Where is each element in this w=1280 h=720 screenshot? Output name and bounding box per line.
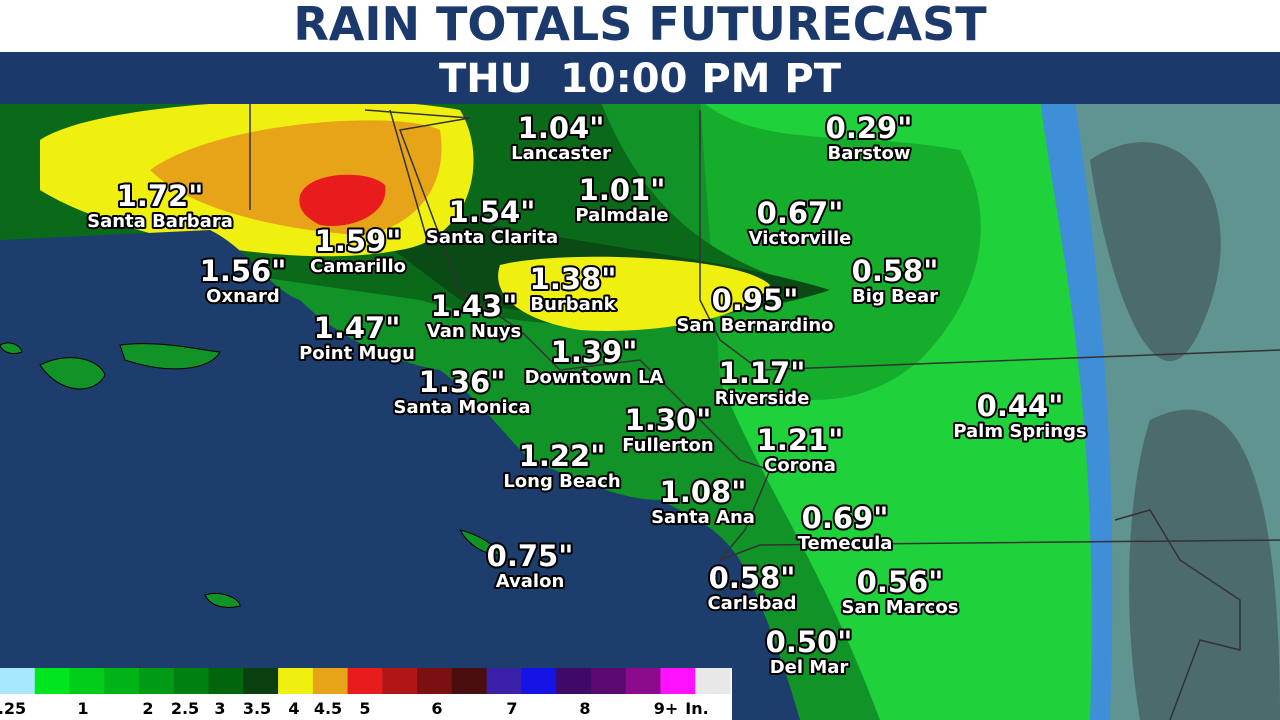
city-name: Del Mar xyxy=(770,657,849,678)
legend-label: .25 xyxy=(0,699,26,718)
legend-label: 2.5 xyxy=(171,699,199,718)
rain-total: 1.36" xyxy=(419,365,506,399)
legend-label: In. xyxy=(685,699,708,718)
city-name: Victorville xyxy=(749,228,852,249)
city-name: Corona xyxy=(764,455,836,476)
rain-total: 0.50" xyxy=(766,625,853,659)
legend-swatch xyxy=(695,668,731,694)
legend-label: 7 xyxy=(506,699,517,718)
rain-total: 0.58" xyxy=(709,561,796,595)
city-name: Van Nuys xyxy=(427,321,522,342)
city-name: Santa Clarita xyxy=(426,227,558,248)
rain-total: 1.08" xyxy=(660,475,747,509)
legend-label: 2 xyxy=(142,699,153,718)
rain-total: 0.58" xyxy=(852,254,939,288)
legend-label: 4 xyxy=(288,699,299,718)
rain-total: 1.04" xyxy=(518,111,605,145)
rain-total: 1.47" xyxy=(314,311,401,345)
city-name: Camarillo xyxy=(310,256,406,277)
legend-swatch xyxy=(660,668,696,694)
legend-swatch xyxy=(104,668,140,694)
subtitle-bar xyxy=(0,52,1280,104)
legend-label: 3.5 xyxy=(243,699,271,718)
rain-total: 1.72" xyxy=(117,179,204,213)
city-name: Avalon xyxy=(496,571,565,592)
map-background xyxy=(0,100,1280,720)
rain-total: 1.01" xyxy=(579,173,666,207)
legend-swatch xyxy=(34,668,71,694)
rain-total: 1.56" xyxy=(200,254,287,288)
city-name: Barstow xyxy=(827,143,910,164)
legend-swatch xyxy=(486,668,522,694)
rain-total: 0.67" xyxy=(757,196,844,230)
legend-swatch xyxy=(173,668,210,694)
city-name: Palm Springs xyxy=(953,421,1086,442)
legend-label: 3 xyxy=(214,699,225,718)
city-name: Temecula xyxy=(798,533,893,554)
city-name: Burbank xyxy=(530,294,616,315)
rain-total: 0.44" xyxy=(977,389,1064,423)
rain-total: 1.54" xyxy=(449,195,536,229)
legend-swatch xyxy=(521,668,557,694)
rain-total: 1.43" xyxy=(431,289,518,323)
city-name: Riverside xyxy=(715,388,810,409)
legend-swatch xyxy=(0,668,36,694)
legend-label: 1 xyxy=(77,699,88,718)
legend-swatch xyxy=(625,668,661,694)
city-name: Santa Barbara xyxy=(87,211,233,232)
legend-swatch xyxy=(243,668,279,694)
legend-swatch xyxy=(590,668,627,694)
legend-swatch xyxy=(278,668,314,694)
legend-label: 5 xyxy=(359,699,370,718)
legend-swatch xyxy=(69,668,105,694)
title-bar xyxy=(0,0,1280,52)
rain-total: 0.95" xyxy=(712,283,799,317)
city-name: Carlsbad xyxy=(707,593,796,614)
rain-total: 0.29" xyxy=(826,111,913,145)
city-name: Big Bear xyxy=(852,286,938,307)
legend-swatch xyxy=(556,668,592,694)
locations: 1.04"Lancaster 0.29"Barstow 1.72"Santa Bar… xyxy=(85,109,1089,680)
rain-total: 1.17" xyxy=(719,356,806,390)
legend-swatch xyxy=(382,668,418,694)
legend: .25 1 2 2.5 3 3.5 4 4.5 5 6 7 8 9+ In. xyxy=(0,668,732,720)
city-name: Point Mugu xyxy=(299,343,415,364)
title: RAIN TOTALS FUTURECAST xyxy=(293,0,987,51)
city-name: Downtown LA xyxy=(525,367,664,388)
rain-total: 1.59" xyxy=(315,224,402,258)
legend-swatch xyxy=(417,668,453,694)
city-name: Fullerton xyxy=(622,435,713,456)
rain-total: 1.30" xyxy=(625,403,712,437)
rain-total: 1.22" xyxy=(519,439,606,473)
city-name: Long Beach xyxy=(503,471,620,492)
city-name: San Bernardino xyxy=(676,315,833,336)
city-name: San Marcos xyxy=(842,597,959,618)
rain-total: 1.38" xyxy=(530,262,617,296)
legend-swatch xyxy=(139,668,175,694)
rain-total: 1.39" xyxy=(551,335,638,369)
legend-swatch xyxy=(451,668,488,694)
rain-total: 0.69" xyxy=(802,501,889,535)
legend-swatch xyxy=(347,668,383,694)
city-name: Santa Ana xyxy=(651,507,755,528)
legend-swatch xyxy=(208,668,244,694)
city-name: Santa Monica xyxy=(393,397,530,418)
rain-total: 0.75" xyxy=(487,539,574,573)
subtitle: THU 10:00 PM PT xyxy=(439,56,842,102)
rain-total: 0.56" xyxy=(857,565,944,599)
legend-label: 8 xyxy=(579,699,590,718)
city-name: Lancaster xyxy=(511,143,611,164)
legend-label: 9+ xyxy=(654,699,679,718)
city-name: Palmdale xyxy=(575,205,668,226)
legend-swatch xyxy=(312,668,349,694)
city-name: Oxnard xyxy=(206,286,280,307)
legend-label: 4.5 xyxy=(314,699,342,718)
rain-total: 1.21" xyxy=(757,423,844,457)
legend-label: 6 xyxy=(431,699,442,718)
